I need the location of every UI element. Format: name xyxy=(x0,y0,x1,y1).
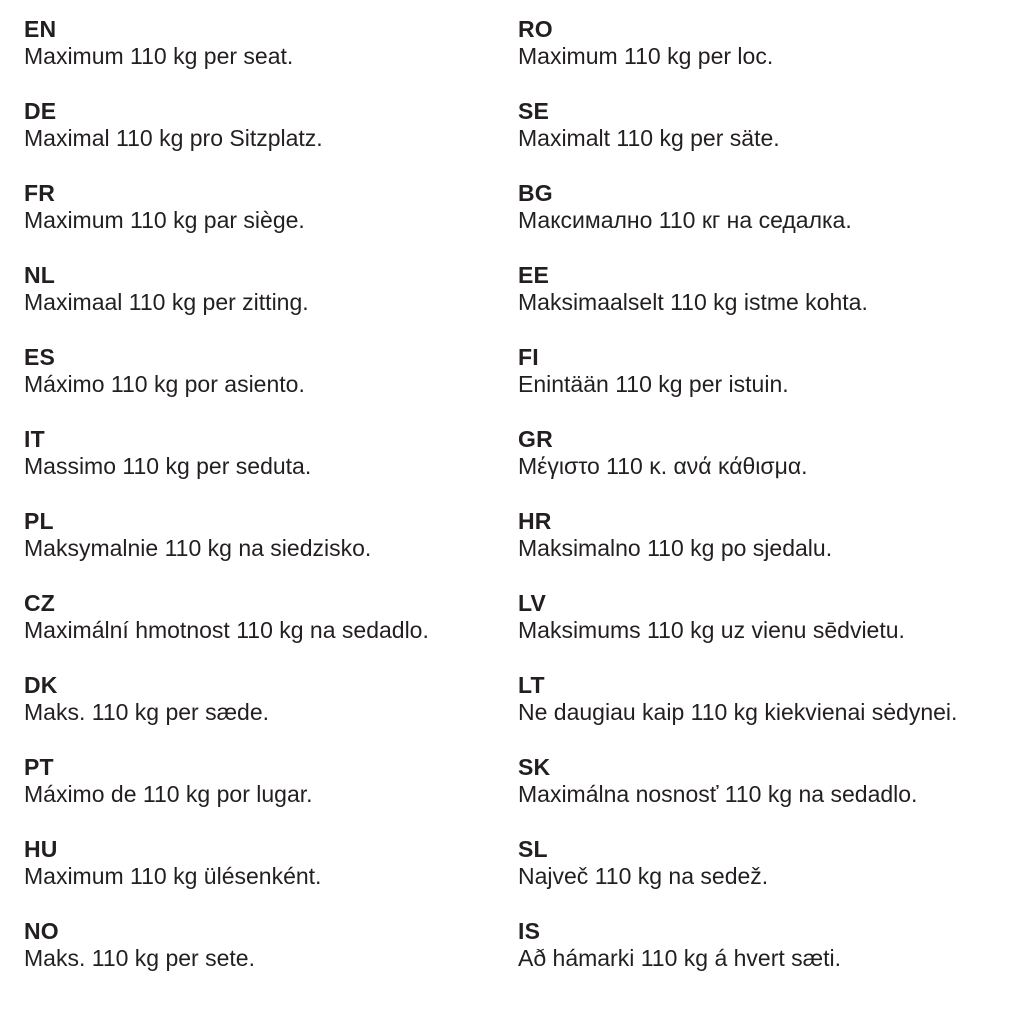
language-code: NL xyxy=(24,262,56,288)
language-code: HR xyxy=(518,508,552,534)
translation-text: Maksymalnie 110 kg na siedzisko. xyxy=(24,535,372,561)
translation-text: Maximaal 110 kg per zitting. xyxy=(24,289,309,315)
language-entry-nl: NL Maximaal 110 kg per zitting. xyxy=(24,262,518,316)
translation-text: Máximo 110 kg por asiento. xyxy=(24,371,305,397)
language-code: NO xyxy=(24,918,59,944)
language-code: LV xyxy=(518,590,547,616)
language-code: SE xyxy=(518,98,550,124)
language-entry-ro: RO Maximum 110 kg per loc. xyxy=(518,16,1014,70)
language-code: RO xyxy=(518,16,553,42)
language-code: EE xyxy=(518,262,550,288)
language-code: SK xyxy=(518,754,551,780)
language-code: FI xyxy=(518,344,539,370)
translation-text: Максимално 110 кг на седалка. xyxy=(518,207,852,233)
language-entry-fi: FI Enintään 110 kg per istuin. xyxy=(518,344,1014,398)
language-code: ES xyxy=(24,344,56,370)
language-code: DE xyxy=(24,98,57,124)
language-entry-ee: EE Maksimaalselt 110 kg istme kohta. xyxy=(518,262,1014,316)
translation-text: Maximálna nosnosť 110 kg na sedadlo. xyxy=(518,781,918,807)
language-code: CZ xyxy=(24,590,56,616)
language-code: GR xyxy=(518,426,553,452)
translation-text: Maximum 110 kg per loc. xyxy=(518,43,774,69)
language-entry-lt: LT Ne daugiau kaip 110 kg kiekvienai sėd… xyxy=(518,672,1014,726)
language-entry-bg: BG Максимално 110 кг на седалка. xyxy=(518,180,1014,234)
language-entry-no: NO Maks. 110 kg per sete. xyxy=(24,918,518,972)
language-entry-pt: PT Máximo de 110 kg por lugar. xyxy=(24,754,518,808)
translation-text: Enintään 110 kg per istuin. xyxy=(518,371,789,397)
language-entry-sl: SL Največ 110 kg na sedež. xyxy=(518,836,1014,890)
language-entry-de: DE Maximal 110 kg pro Sitzplatz. xyxy=(24,98,518,152)
right-column: RO Maximum 110 kg per loc. SE Maximalt 1… xyxy=(518,16,1014,1024)
language-entry-gr: GR Μέγιστο 110 κ. ανά κάθισμα. xyxy=(518,426,1014,480)
left-column: EN Maximum 110 kg per seat. DE Maximal 1… xyxy=(24,16,518,1024)
language-entry-it: IT Massimo 110 kg per seduta. xyxy=(24,426,518,480)
translation-text: Maksimalno 110 kg po sjedalu. xyxy=(518,535,833,561)
language-code: IS xyxy=(518,918,541,944)
language-entry-sk: SK Maximálna nosnosť 110 kg na sedadlo. xyxy=(518,754,1014,808)
translation-text: Maximální hmotnost 110 kg na sedadlo. xyxy=(24,617,429,643)
translation-text: Maks. 110 kg per sete. xyxy=(24,945,255,971)
language-entry-cz: CZ Maximální hmotnost 110 kg na sedadlo. xyxy=(24,590,518,644)
translation-text: Maximum 110 kg par siège. xyxy=(24,207,305,233)
language-entry-en: EN Maximum 110 kg per seat. xyxy=(24,16,518,70)
language-entry-hu: HU Maximum 110 kg ülésenként. xyxy=(24,836,518,890)
translation-text: Maximum 110 kg per seat. xyxy=(24,43,294,69)
translation-text: Ne daugiau kaip 110 kg kiekvienai sėdyne… xyxy=(518,699,958,725)
language-code: HU xyxy=(24,836,58,862)
translation-text: Maximum 110 kg ülésenként. xyxy=(24,863,322,889)
language-entry-is: IS Að hámarki 110 kg á hvert sæti. xyxy=(518,918,1014,972)
language-entry-es: ES Máximo 110 kg por asiento. xyxy=(24,344,518,398)
language-entry-hr: HR Maksimalno 110 kg po sjedalu. xyxy=(518,508,1014,562)
translation-text: Maksimums 110 kg uz vienu sēdvietu. xyxy=(518,617,905,643)
translation-text: Največ 110 kg na sedež. xyxy=(518,863,769,889)
translation-text: Maximalt 110 kg per säte. xyxy=(518,125,780,151)
language-code: PT xyxy=(24,754,54,780)
translation-text: Að hámarki 110 kg á hvert sæti. xyxy=(518,945,841,971)
translation-text: Maximal 110 kg pro Sitzplatz. xyxy=(24,125,323,151)
language-entry-lv: LV Maksimums 110 kg uz vienu sēdvietu. xyxy=(518,590,1014,644)
language-entry-fr: FR Maximum 110 kg par siège. xyxy=(24,180,518,234)
language-code: DK xyxy=(24,672,58,698)
language-code: IT xyxy=(24,426,45,452)
language-code: PL xyxy=(24,508,54,534)
language-code: EN xyxy=(24,16,57,42)
language-code: SL xyxy=(518,836,548,862)
language-entry-dk: DK Maks. 110 kg per sæde. xyxy=(24,672,518,726)
translation-text: Μέγιστο 110 κ. ανά κάθισμα. xyxy=(518,453,808,479)
translation-text: Maksimaalselt 110 kg istme kohta. xyxy=(518,289,868,315)
translation-text: Maks. 110 kg per sæde. xyxy=(24,699,270,725)
language-entry-se: SE Maximalt 110 kg per säte. xyxy=(518,98,1014,152)
language-code: FR xyxy=(24,180,56,206)
language-entry-pl: PL Maksymalnie 110 kg na siedzisko. xyxy=(24,508,518,562)
translation-text: Massimo 110 kg per seduta. xyxy=(24,453,312,479)
language-code: LT xyxy=(518,672,545,698)
language-code: BG xyxy=(518,180,553,206)
translation-text: Máximo de 110 kg por lugar. xyxy=(24,781,313,807)
